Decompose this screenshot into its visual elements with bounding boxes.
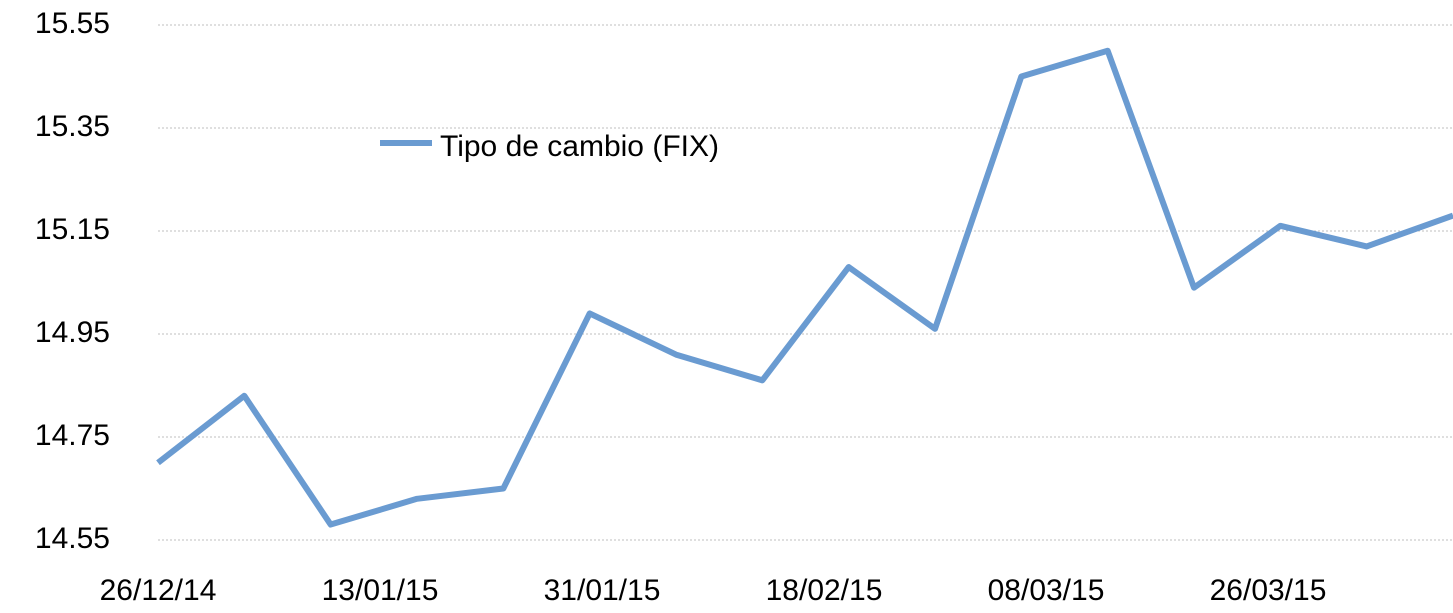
y-tick-label: 15.55 xyxy=(35,7,110,40)
x-tick-label: 26/03/15 xyxy=(1210,574,1327,607)
x-tick-label: 13/01/15 xyxy=(322,574,439,607)
x-tick-label: 26/12/14 xyxy=(100,574,217,607)
y-tick-label: 14.55 xyxy=(35,522,110,555)
y-tick-label: 14.95 xyxy=(35,316,110,349)
series-line xyxy=(156,47,1453,528)
y-tick-label: 15.15 xyxy=(35,213,110,246)
y-tick-label: 14.75 xyxy=(35,419,110,452)
x-tick-label: 18/02/15 xyxy=(766,574,883,607)
y-tick-label: 15.35 xyxy=(35,110,110,143)
x-tick-label: 08/03/15 xyxy=(988,574,1105,607)
legend-label: Tipo de cambio (FIX) xyxy=(440,130,719,163)
x-tick-label: 31/01/15 xyxy=(544,574,661,607)
